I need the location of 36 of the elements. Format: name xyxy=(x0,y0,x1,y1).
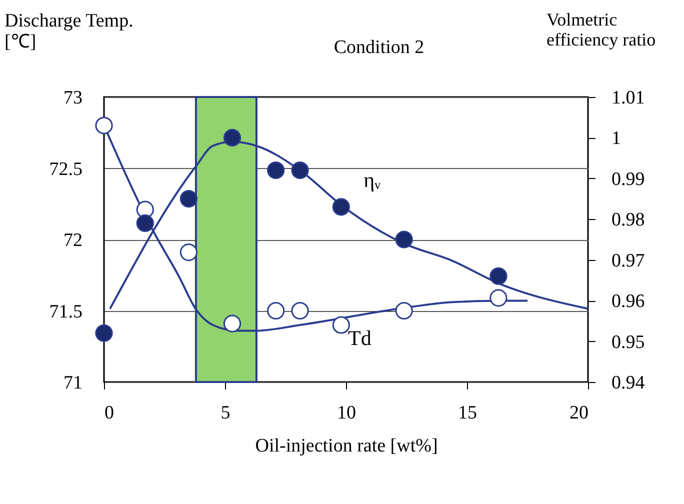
series-label: ηᵥ xyxy=(364,168,382,192)
x-tick-label: 0 xyxy=(104,402,114,424)
point xyxy=(267,161,285,180)
y2-tick-label: 0.97 xyxy=(612,250,645,272)
y2-tick-label: 0.99 xyxy=(612,168,645,190)
y2-axis-title: Volmetric efficiency ratio xyxy=(546,10,656,50)
chart-title: Condition 2 xyxy=(334,37,424,58)
x-tick-label: 10 xyxy=(337,402,356,424)
y-tick-label: 72.5 xyxy=(49,158,82,180)
y-axis-title: Discharge Temp. [℃] xyxy=(4,10,134,52)
point xyxy=(180,190,198,208)
y-tick-label: 71.5 xyxy=(49,301,82,322)
x-axis-title: Oil-injection rate [wt%] xyxy=(255,436,438,456)
point xyxy=(332,198,350,216)
y2-tick-label: 0.95 xyxy=(612,332,645,353)
y2-tick-label: 1 xyxy=(612,128,621,150)
point xyxy=(291,161,309,180)
point xyxy=(490,267,508,285)
point xyxy=(95,116,113,134)
y2-tick-label: 0.94 xyxy=(612,372,646,394)
x-tick-label: 20 xyxy=(570,402,588,424)
point xyxy=(395,302,413,320)
y-tick-label: 72 xyxy=(64,230,82,251)
y2-tick-label: 0.96 xyxy=(612,291,645,312)
point xyxy=(223,314,242,332)
point xyxy=(395,230,413,248)
x-tick-label: 15 xyxy=(458,402,477,424)
x-tick-label: 5 xyxy=(220,402,230,424)
y-tick-label: 73 xyxy=(64,88,82,108)
point xyxy=(95,324,113,342)
series-label: Td xyxy=(348,326,372,350)
point xyxy=(223,128,242,147)
y-tick-label: 71 xyxy=(64,372,82,394)
y2-tick-label: 1.01 xyxy=(612,88,645,108)
point xyxy=(136,214,154,232)
y2-tick-label: 0.98 xyxy=(612,210,645,231)
